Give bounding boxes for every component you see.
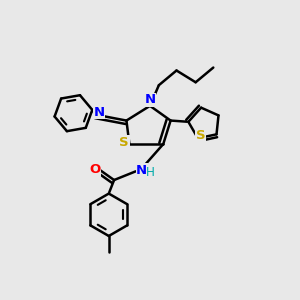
Text: S: S — [196, 129, 206, 142]
Text: N: N — [136, 164, 147, 176]
Text: N: N — [144, 93, 156, 106]
Text: H: H — [146, 166, 154, 179]
Text: S: S — [119, 136, 129, 149]
Text: O: O — [89, 163, 100, 176]
Text: N: N — [94, 106, 105, 119]
